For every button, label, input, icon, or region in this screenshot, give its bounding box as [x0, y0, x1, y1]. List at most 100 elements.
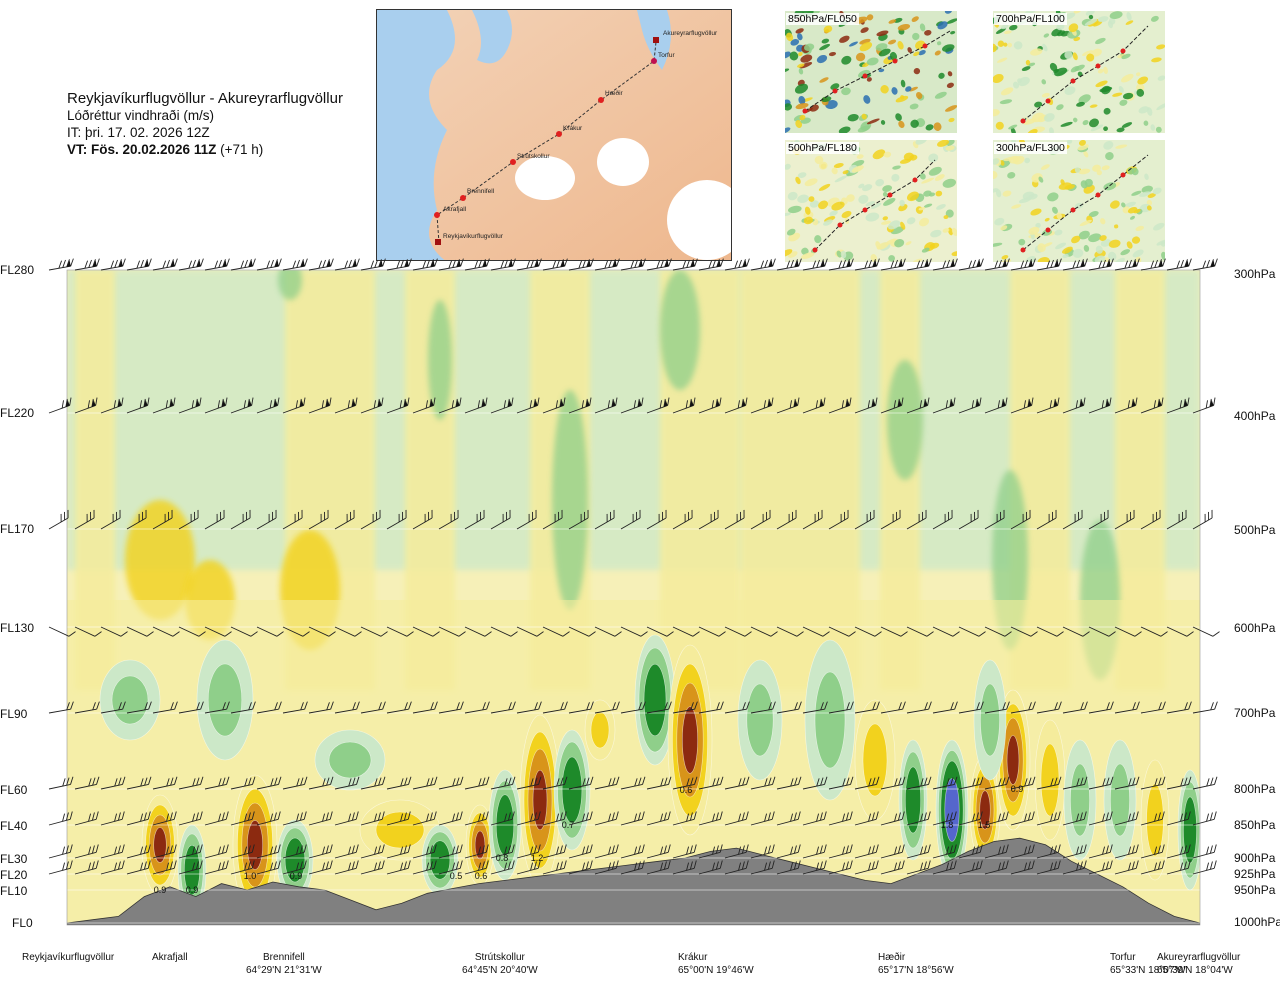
wind-barb	[256, 258, 282, 271]
wind-barb	[334, 397, 358, 414]
wind-barb	[308, 701, 334, 714]
wind-barb	[386, 811, 411, 826]
y-tick-900hpa: 900hPa	[1234, 851, 1276, 865]
wind-barb	[932, 397, 956, 414]
wind-barb	[1114, 811, 1139, 826]
wind-barb	[204, 860, 229, 875]
wind-barb	[750, 776, 776, 790]
marker-haedir[interactable]	[598, 97, 604, 103]
wind-barb	[152, 811, 177, 826]
wind-barb	[230, 701, 256, 714]
marker-start[interactable]	[435, 239, 441, 245]
wind-barb	[1010, 258, 1036, 271]
wind-barb	[698, 626, 726, 637]
wind-barb	[230, 844, 255, 859]
marker-torfur[interactable]	[651, 58, 657, 64]
wind-barb	[932, 701, 958, 714]
wind-barb	[672, 509, 693, 530]
wind-barb	[1114, 776, 1140, 790]
wind-barb	[672, 776, 698, 790]
wind-barb	[152, 258, 178, 271]
marker-end[interactable]	[653, 37, 659, 43]
wind-barb	[1010, 860, 1035, 875]
wind-barb	[490, 626, 518, 637]
wind-barb	[1166, 397, 1190, 414]
wind-barb	[74, 860, 99, 875]
wind-barb	[984, 258, 1010, 271]
wind-barb	[984, 811, 1009, 826]
thumbnail-500hpa[interactable]: 500hPa/FL180	[785, 140, 957, 262]
wind-barb	[750, 626, 778, 637]
thumbnail-850hpa[interactable]: 850hPa/FL050	[785, 11, 957, 133]
wind-barb	[750, 860, 775, 875]
wind-barb	[620, 509, 641, 530]
wind-barb	[516, 776, 542, 790]
marker-strutskollur[interactable]	[510, 159, 516, 165]
wind-barb	[282, 397, 306, 414]
wind-barb	[672, 860, 697, 875]
wind-barb	[1062, 844, 1087, 859]
y-tick-800hpa: 800hPa	[1234, 782, 1276, 796]
route-map[interactable]: Reykjavíkurflugvöllur Akrafjall Brennife…	[376, 9, 732, 261]
wind-barb	[464, 776, 490, 790]
wind-barb	[334, 776, 360, 790]
marker-brennifell[interactable]	[460, 195, 466, 201]
wind-barb	[620, 811, 645, 826]
wind-barb	[516, 844, 541, 859]
wind-barb	[256, 860, 281, 875]
wind-barb	[412, 258, 438, 271]
wind-barb	[646, 860, 671, 875]
wind-barb	[646, 776, 672, 790]
x-loc-coord: 65°00'N 19°46'W	[678, 965, 754, 976]
value-label: 1.0	[244, 871, 257, 881]
x-loc-akrafjall: Akrafjall	[152, 951, 188, 964]
wind-barb	[932, 860, 957, 875]
thumbnail-300hpa[interactable]: 300hPa/FL300	[993, 140, 1165, 262]
x-loc-haedir: Hæðir 65°17'N 18°56'W	[878, 951, 954, 977]
wind-barb	[1062, 776, 1088, 790]
wind-barb	[802, 626, 830, 637]
wind-barb	[360, 811, 385, 826]
wind-barb	[386, 509, 407, 530]
wind-barb	[828, 844, 853, 859]
x-loc-torfur: Torfur 65°33'N 18°07'W	[1110, 951, 1186, 977]
wind-barb	[308, 776, 334, 790]
wind-barb	[724, 776, 750, 790]
wind-barb	[906, 860, 931, 875]
wind-barb	[100, 811, 125, 826]
wind-barb	[74, 258, 100, 271]
wind-barb	[282, 811, 307, 826]
wind-barb	[1062, 397, 1086, 414]
wind-barb	[828, 860, 853, 875]
thumbnail-700hpa[interactable]: 700hPa/FL100	[993, 11, 1165, 133]
wind-barb	[490, 811, 515, 826]
wind-barb	[1088, 776, 1114, 790]
marker-akrafjall[interactable]	[434, 212, 440, 218]
thumbnail-label: 300hPa/FL300	[994, 142, 1067, 154]
y-tick-fl220: FL220	[0, 406, 35, 420]
wind-barb	[542, 860, 567, 875]
wind-barb	[646, 397, 670, 414]
wind-barb	[152, 701, 178, 714]
wind-barb	[1192, 844, 1217, 859]
wind-barb	[880, 258, 906, 271]
wind-barb	[1140, 701, 1166, 714]
wind-barb	[958, 860, 983, 875]
map-label-krakur: Krákur	[563, 125, 583, 132]
wind-barb	[568, 860, 593, 875]
glacier-hofsjokull	[597, 138, 649, 186]
wind-barb	[880, 776, 906, 790]
wind-barb	[282, 258, 308, 271]
marker-krakur[interactable]	[556, 131, 562, 137]
value-label: 0.9	[290, 871, 303, 881]
wind-barb	[1010, 844, 1035, 859]
wind-barb	[308, 860, 333, 875]
wind-barb	[360, 258, 386, 271]
wind-barb	[958, 776, 984, 790]
wind-barb	[542, 811, 567, 826]
wind-barb	[594, 701, 620, 714]
wind-barb	[74, 776, 100, 790]
wind-barb	[724, 258, 750, 271]
wind-barb	[1192, 860, 1217, 875]
